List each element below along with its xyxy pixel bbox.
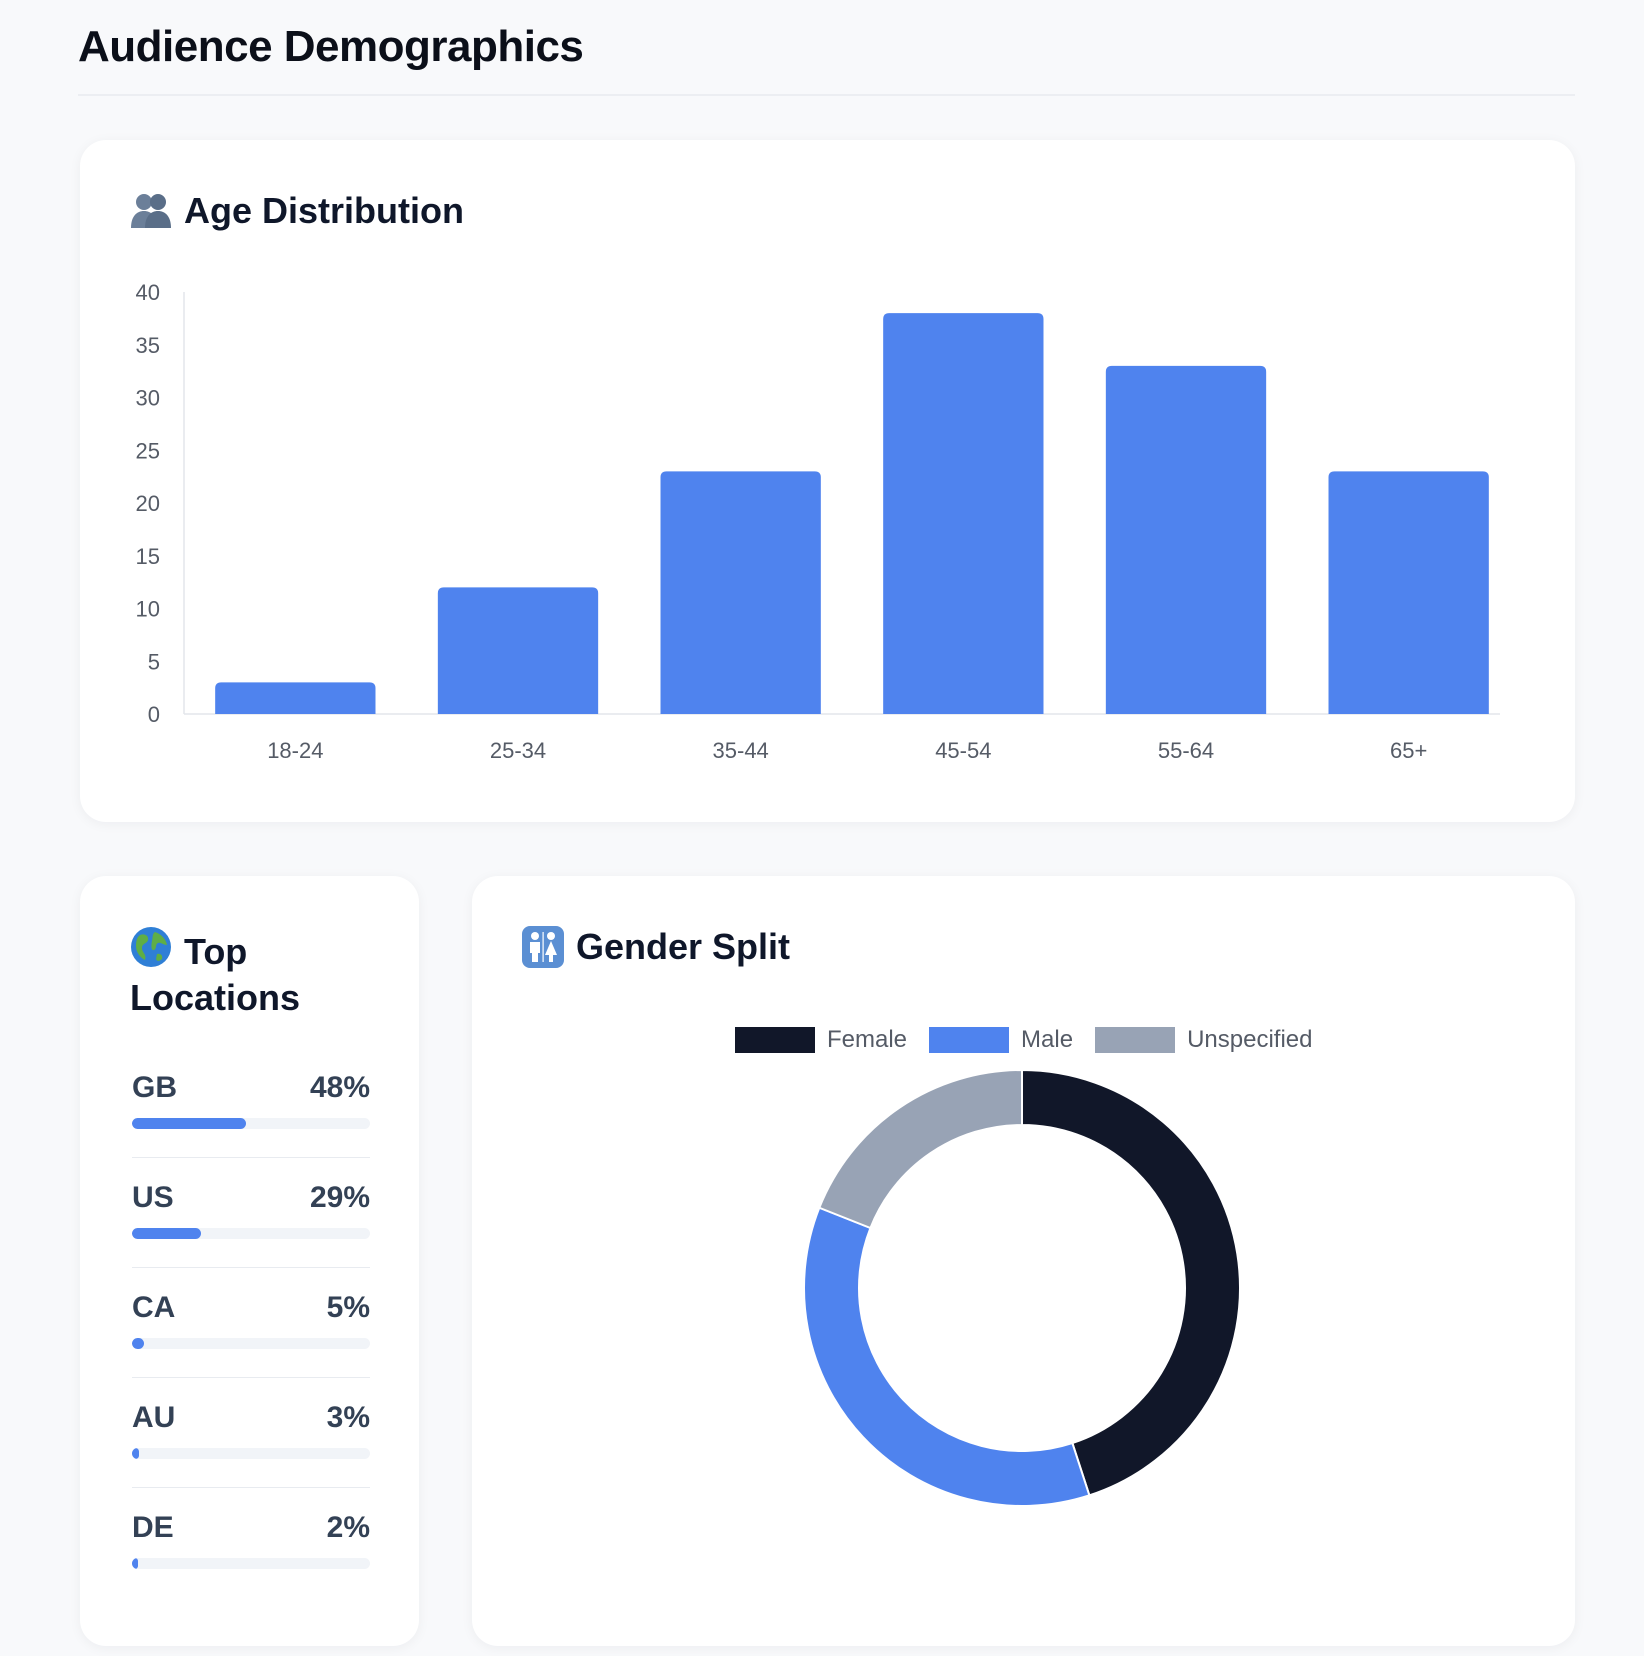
y-tick-label: 5 <box>148 649 160 674</box>
y-tick-label: 10 <box>136 597 160 622</box>
gender-legend: Female Male Unspecified <box>735 1026 1334 1054</box>
legend-label: Male <box>1021 1026 1074 1053</box>
location-code: CA <box>132 1291 176 1324</box>
people-icon <box>130 190 172 239</box>
y-tick-label: 35 <box>136 333 160 358</box>
donut-slice-male <box>803 1206 1091 1507</box>
globe-icon <box>130 926 172 977</box>
bar-55-64 <box>1105 365 1267 714</box>
location-bar-track <box>132 1558 370 1569</box>
legend-item-male[interactable]: Male <box>929 1026 1073 1054</box>
page-title: Audience Demographics <box>78 22 584 71</box>
top-locations-label-line2: Locations <box>130 977 301 1018</box>
donut-slice-unspecified <box>818 1068 1023 1230</box>
bar-45-54 <box>883 313 1044 714</box>
location-percent: 3% <box>326 1401 370 1434</box>
top-locations-card: Top Locations GB 48% US 29% CA 5% AU 3% … <box>80 876 419 1646</box>
location-bar-fill <box>132 1338 144 1349</box>
y-tick-label: 30 <box>136 386 160 411</box>
location-code: US <box>132 1181 174 1214</box>
bar-35-44 <box>660 471 821 714</box>
top-locations-title: Top Locations <box>130 926 300 1019</box>
location-bar-fill <box>132 1118 247 1129</box>
location-percent: 48% <box>309 1071 370 1104</box>
location-bar-track <box>132 1338 370 1349</box>
location-divider <box>132 1377 370 1378</box>
legend-label: Unspecified <box>1187 1026 1313 1053</box>
restroom-icon <box>522 926 564 977</box>
y-tick-label: 25 <box>136 438 160 463</box>
top-locations-label-line1: Top <box>184 930 248 972</box>
x-tick-label: 25-34 <box>490 738 546 763</box>
location-divider <box>132 1267 370 1268</box>
title-divider <box>78 94 1575 96</box>
y-tick-label: 40 <box>136 280 160 305</box>
location-bar-fill <box>132 1448 140 1459</box>
legend-swatch <box>929 1027 1010 1053</box>
age-bar-chart: 0 5 10 15 20 25 30 35 40 18-24 25-34 35-44 45-54 55-6… <box>136 280 1500 763</box>
bar-25-34 <box>437 587 599 714</box>
location-divider <box>132 1157 370 1158</box>
location-percent: 2% <box>326 1511 370 1544</box>
age-distribution-label: Age Distribution <box>184 190 464 231</box>
location-code: AU <box>132 1401 176 1434</box>
age-distribution-card: Age Distribution 0 5 10 15 20 25 30 35 40 18-24 25… <box>80 140 1575 822</box>
gender-split-label: Gender Split <box>576 926 791 967</box>
x-tick-label: 55-64 <box>1158 738 1214 763</box>
legend-label: Female <box>827 1026 908 1053</box>
y-tick-label: 20 <box>136 491 160 516</box>
location-code: GB <box>132 1071 177 1104</box>
location-bar-track <box>132 1448 370 1459</box>
gender-split-title: Gender Split <box>522 926 790 977</box>
gender-donut-chart <box>803 1068 1241 1507</box>
location-bar-track <box>132 1118 370 1129</box>
location-bar-fill <box>132 1228 202 1239</box>
y-tick-label: 15 <box>136 544 160 569</box>
gender-split-card: Gender Split <box>472 876 1575 1646</box>
location-percent: 29% <box>309 1181 370 1214</box>
x-tick-label: 65+ <box>1390 738 1427 763</box>
location-divider <box>132 1487 370 1488</box>
location-bar-fill <box>132 1558 138 1569</box>
x-tick-label: 18-24 <box>267 738 323 763</box>
x-tick-label: 45-54 <box>935 738 991 763</box>
y-tick-label: 0 <box>148 702 160 727</box>
legend-swatch <box>735 1027 815 1053</box>
age-distribution-title: Age Distribution <box>130 190 464 239</box>
legend-item-unspecified[interactable]: Unspecified <box>1095 1026 1312 1054</box>
legend-item-female[interactable]: Female <box>735 1026 907 1054</box>
donut-slice-female <box>1021 1068 1241 1497</box>
location-code: DE <box>132 1511 174 1544</box>
bar-18-24 <box>215 682 376 714</box>
location-percent: 5% <box>326 1291 370 1324</box>
legend-swatch <box>1095 1027 1176 1053</box>
x-tick-label: 35-44 <box>713 738 769 763</box>
location-bar-track <box>132 1228 370 1239</box>
bar-65+ <box>1328 471 1489 714</box>
